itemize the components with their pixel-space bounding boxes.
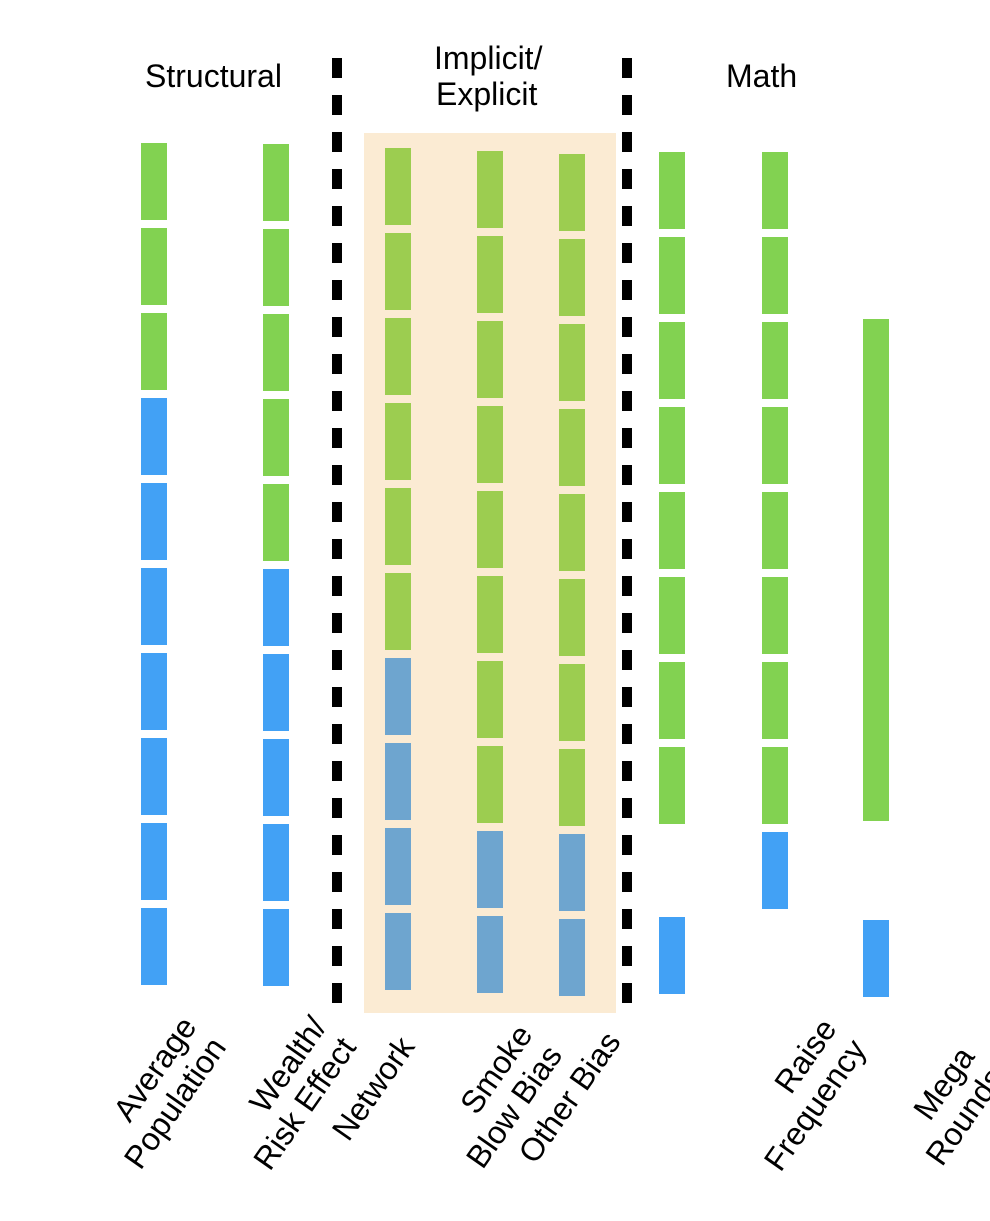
raise-frequency-left-segment <box>659 237 685 314</box>
raise-frequency-right-segment <box>762 577 788 654</box>
raise-frequency-left-segment <box>659 662 685 739</box>
smoke-blow-bias-segment <box>477 491 503 568</box>
raise-frequency-right-segment <box>762 832 788 909</box>
header-implicit-line2: Explicit <box>436 76 538 112</box>
smoke-blow-bias-segment <box>477 831 503 908</box>
label-mega-rounds: Mega Rounds <box>854 1040 990 1221</box>
header-math: Math <box>726 58 798 94</box>
wealth-risk-effect-segment <box>263 484 289 561</box>
other-bias-segment <box>559 579 585 656</box>
average-population-segment <box>141 653 167 730</box>
average-population-segment <box>141 143 167 220</box>
mega-rounds-segment <box>863 920 889 997</box>
raise-frequency-right-segment <box>762 152 788 229</box>
mega-rounds-segment <box>863 319 889 821</box>
raise-frequency-right-segment <box>762 322 788 399</box>
raise-frequency-right-segment <box>762 662 788 739</box>
smoke-blow-bias-segment <box>477 406 503 483</box>
raise-frequency-left-segment <box>659 492 685 569</box>
other-bias-segment <box>559 239 585 316</box>
raise-frequency-left-segment <box>659 747 685 824</box>
network-segment <box>385 233 411 310</box>
network-segment <box>385 148 411 225</box>
smoke-blow-bias-segment <box>477 321 503 398</box>
raise-frequency-left-segment <box>659 407 685 484</box>
divider-right <box>622 58 632 1013</box>
smoke-blow-bias-segment <box>477 576 503 653</box>
wealth-risk-effect-segment <box>263 909 289 986</box>
network-segment <box>385 403 411 480</box>
network-segment <box>385 913 411 990</box>
other-bias-segment <box>559 409 585 486</box>
network-segment <box>385 828 411 905</box>
header-structural: Structural <box>145 58 282 94</box>
other-bias-segment <box>559 154 585 231</box>
raise-frequency-left-segment <box>659 322 685 399</box>
other-bias-segment <box>559 664 585 741</box>
raise-frequency-left-segment <box>659 917 685 994</box>
network-segment <box>385 318 411 395</box>
smoke-blow-bias-segment <box>477 236 503 313</box>
network-segment <box>385 658 411 735</box>
other-bias-segment <box>559 834 585 911</box>
network-segment <box>385 743 411 820</box>
average-population-segment <box>141 398 167 475</box>
wealth-risk-effect-segment <box>263 314 289 391</box>
average-population-segment <box>141 228 167 305</box>
smoke-blow-bias-segment <box>477 746 503 823</box>
average-population-segment <box>141 908 167 985</box>
header-implicit-line1: Implicit/ <box>434 40 543 76</box>
network-segment <box>385 488 411 565</box>
wealth-risk-effect-segment <box>263 229 289 306</box>
average-population-segment <box>141 313 167 390</box>
average-population-segment <box>141 568 167 645</box>
wealth-risk-effect-segment <box>263 739 289 816</box>
divider-left <box>332 58 342 1013</box>
wealth-risk-effect-segment <box>263 569 289 646</box>
other-bias-segment <box>559 919 585 996</box>
wealth-risk-effect-segment <box>263 824 289 901</box>
wealth-risk-effect-segment <box>263 144 289 221</box>
smoke-blow-bias-segment <box>477 661 503 738</box>
smoke-blow-bias-segment <box>477 916 503 993</box>
average-population-segment <box>141 483 167 560</box>
average-population-segment <box>141 823 167 900</box>
raise-frequency-right-segment <box>762 407 788 484</box>
wealth-risk-effect-segment <box>263 654 289 731</box>
other-bias-segment <box>559 494 585 571</box>
other-bias-segment <box>559 749 585 826</box>
raise-frequency-left-segment <box>659 152 685 229</box>
other-bias-segment <box>559 324 585 401</box>
average-population-segment <box>141 738 167 815</box>
raise-frequency-right-segment <box>762 237 788 314</box>
raise-frequency-left-segment <box>659 577 685 654</box>
network-segment <box>385 573 411 650</box>
label-raise-frequency: Raise Frequency <box>705 1012 873 1209</box>
raise-frequency-right-segment <box>762 492 788 569</box>
smoke-blow-bias-segment <box>477 151 503 228</box>
raise-frequency-right-segment <box>762 747 788 824</box>
wealth-risk-effect-segment <box>263 399 289 476</box>
